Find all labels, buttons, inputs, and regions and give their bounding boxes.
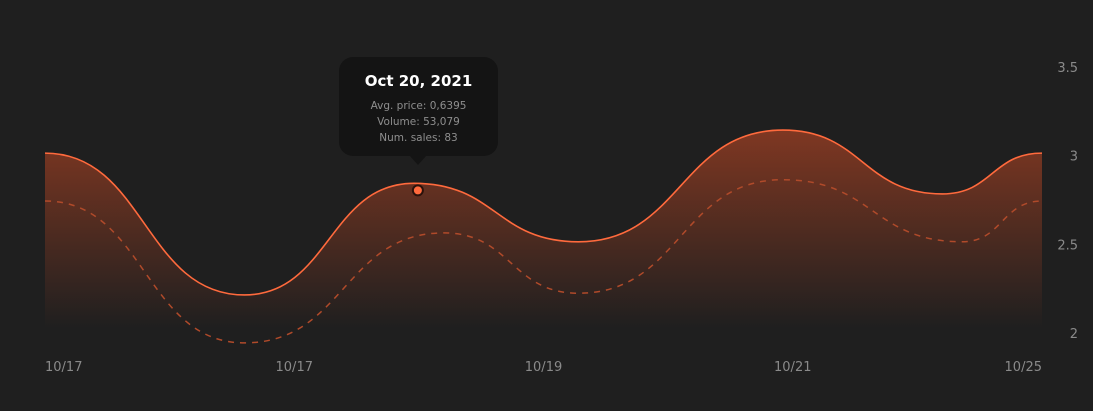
tooltip-date: Oct 20, 2021: [364, 72, 473, 90]
price-area-fill: [45, 130, 1042, 328]
x-tick-label: 10/21: [774, 360, 811, 375]
price-series-line: [44, 129, 1043, 296]
y-tick-label: 2.5: [1057, 238, 1078, 253]
x-axis-ticks: 10/17 10/17 10/19 10/21 10/25: [45, 360, 1042, 375]
y-tick-label: 3: [1070, 150, 1078, 165]
y-axis-ticks: 3.5 3 2.5 2: [1057, 61, 1078, 342]
x-tick-label: 10/17: [45, 360, 82, 375]
y-tick-label: 3.5: [1057, 61, 1078, 76]
y-tick-label: 2: [1070, 327, 1078, 342]
secondary-series-line: [44, 178, 1043, 344]
hover-point-marker[interactable]: [411, 184, 424, 197]
tooltip-avg-price: Avg. price: 0,6395: [370, 100, 467, 112]
tooltip-num-sales: Num. sales: 83: [379, 132, 458, 144]
x-tick-label: 10/17: [276, 360, 313, 375]
x-tick-label: 10/19: [525, 360, 562, 375]
x-tick-label: 10/25: [1005, 360, 1042, 375]
tooltip-volume: Volume: 53,079: [377, 116, 460, 128]
hover-tooltip: Oct 20, 2021 Avg. price: 0,6395 Volume: …: [339, 57, 498, 165]
